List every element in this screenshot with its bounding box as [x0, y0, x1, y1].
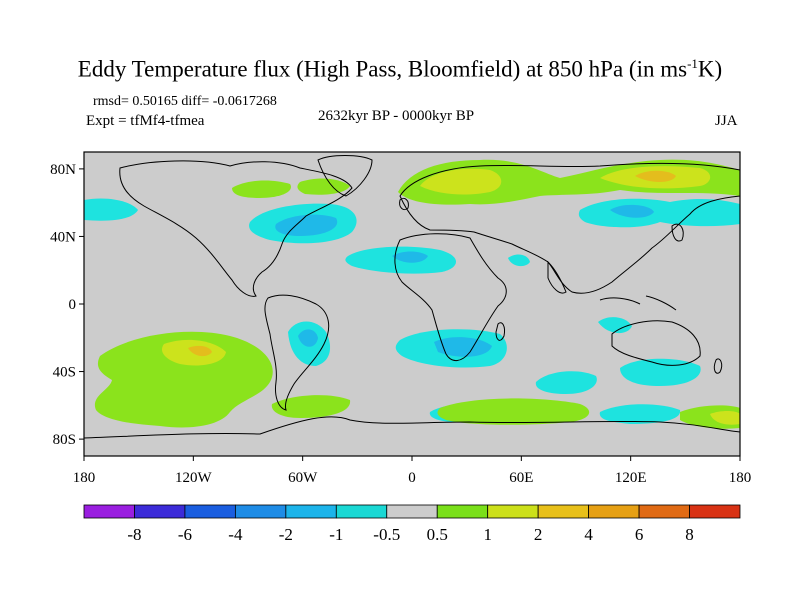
colorbar-swatch — [638, 504, 690, 519]
experiment-label: Expt = tfMf4-tfmea — [86, 113, 205, 129]
lon-tick-label: 120W — [175, 470, 213, 486]
lon-tick-label: 180 — [729, 470, 752, 486]
colorbar-swatch — [134, 504, 186, 519]
colorbar-swatch — [689, 504, 741, 519]
lon-tick-label: 120E — [615, 470, 647, 486]
coastline-africa — [394, 233, 507, 361]
negative-anomaly-north-pacific-west — [84, 198, 138, 221]
positive-anomaly-scandinavia-core — [420, 168, 502, 195]
colorbar-label: -2 — [279, 525, 293, 544]
coastlines — [84, 155, 740, 439]
colorbar-label: 8 — [685, 525, 694, 544]
latitude-axis: 80N 40N 0 40S 80S — [50, 162, 84, 448]
lon-tick-label: 60W — [288, 470, 318, 486]
colorbar-swatch — [537, 504, 590, 519]
colorbar-label: 4 — [584, 525, 593, 544]
lat-tick-label: 40S — [53, 365, 76, 381]
period-label: 2632kyr BP - 0000kyr BP — [318, 108, 475, 124]
colorbar-label: 2 — [534, 525, 543, 544]
positive-anomaly-south-pacific-peak — [188, 345, 212, 357]
coastline-new-zealand — [713, 358, 723, 374]
positive-anomaly-antarctic-pacific — [271, 395, 351, 418]
plot-title-main: Eddy Temperature flux (High Pass, Bloomf… — [77, 56, 688, 82]
coastline-north-america — [119, 160, 353, 297]
lon-tick-label: 180 — [73, 470, 96, 486]
negative-anomaly-south-africa-core — [434, 337, 492, 357]
colorbar-label: -8 — [127, 525, 141, 544]
colorbar-label: 1 — [483, 525, 492, 544]
colorbar-label: 0.5 — [427, 525, 448, 544]
negative-anomaly-arabia — [508, 254, 530, 267]
colorbar-swatch — [285, 504, 337, 519]
colorbar-label: -0.5 — [373, 525, 400, 544]
colorbar-swatch — [234, 504, 287, 519]
colorbar: -8 -6 -4 -2 -1 -0.5 0.5 1 2 4 6 8 — [83, 504, 741, 544]
lon-tick-label: 0 — [408, 470, 416, 486]
lat-tick-label: 40N — [50, 229, 76, 245]
colorbar-swatch — [436, 504, 489, 519]
positive-anomaly-south-pacific — [94, 331, 273, 428]
colorbar-label: -6 — [178, 525, 192, 544]
negative-anomaly-subtropical-core — [392, 251, 428, 263]
coastline-australia — [611, 320, 701, 366]
positive-anomaly-antarctic-east-core — [710, 411, 740, 425]
coastline-madagascar — [495, 322, 505, 341]
colorbar-swatch — [386, 504, 438, 519]
positive-anomaly-siberia-peak — [635, 170, 676, 182]
season-label: JJA — [715, 113, 738, 129]
coastline-antarctica — [84, 416, 740, 439]
plot-title-unit-end: K) — [697, 56, 723, 82]
coastline-uk — [399, 197, 409, 211]
colorbar-label: 6 — [635, 525, 644, 544]
positive-anomaly-antarctic-indian — [437, 398, 590, 425]
longitude-axis: 180 120W 60W 0 60E 120E 180 — [73, 456, 752, 486]
coastline-japan — [671, 223, 684, 242]
negative-anomaly-south-america-core — [298, 329, 318, 347]
coastline-greenland — [317, 155, 373, 197]
colorbar-label: -4 — [228, 525, 243, 544]
plot-title-superscript: -1 — [687, 56, 698, 71]
negative-anomaly-australia-south — [620, 358, 701, 386]
lat-tick-label: 80N — [50, 162, 76, 178]
coastline-south-america — [264, 294, 330, 411]
lat-tick-label: 80S — [53, 432, 76, 448]
colorbar-swatch — [184, 504, 236, 519]
colorbar-label: -1 — [329, 525, 343, 544]
colorbar-swatch — [83, 504, 135, 519]
colorbar-swatch — [588, 504, 640, 519]
lat-tick-label: 0 — [69, 297, 77, 313]
negative-anomaly-south-indian — [535, 371, 597, 394]
negative-anomaly-southern-ocean-2 — [599, 404, 681, 424]
coastline-eurasia — [399, 162, 740, 294]
coastline-maritime-se-asia — [599, 295, 677, 311]
positive-anomaly-canada — [232, 180, 291, 198]
anomaly-fields — [84, 159, 740, 429]
lon-tick-label: 60E — [509, 470, 533, 486]
plot-title: Eddy Temperature flux (High Pass, Bloomf… — [0, 56, 800, 83]
negative-anomaly-north-pacific-core — [610, 204, 654, 218]
negative-anomaly-australia-west — [598, 317, 632, 334]
colorbar-swatch — [335, 504, 388, 519]
colorbar-swatch — [487, 504, 539, 519]
stats-text: rmsd= 0.50165 diff= -0.0617268 — [93, 94, 277, 109]
coastline-india — [547, 260, 567, 294]
